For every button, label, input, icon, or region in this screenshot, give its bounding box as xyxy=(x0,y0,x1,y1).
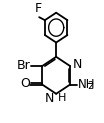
Text: F: F xyxy=(35,2,42,15)
Text: NH: NH xyxy=(78,78,95,91)
Text: N: N xyxy=(45,92,54,105)
Text: H: H xyxy=(58,93,66,103)
Text: O: O xyxy=(20,77,30,90)
Text: N: N xyxy=(73,58,82,71)
Text: 2: 2 xyxy=(87,81,93,92)
Text: Br: Br xyxy=(17,59,30,72)
